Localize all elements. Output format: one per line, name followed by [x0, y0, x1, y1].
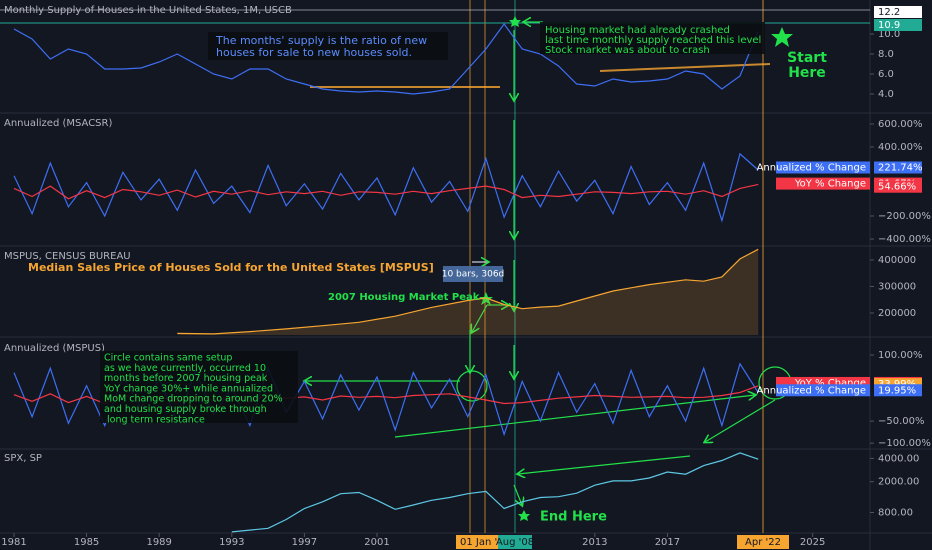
panel-title: Annualized (MSPUS): [4, 343, 105, 354]
price-label-box: [874, 161, 922, 174]
annotation: as we have currently, occurred 10: [104, 363, 266, 374]
panel-title: Monthly Supply of Houses in the United S…: [4, 5, 292, 16]
y-tick-label: 300000: [878, 281, 916, 292]
y-tick-label: −400.00%: [878, 234, 931, 245]
annotation: houses for sale to new houses sold.: [216, 46, 412, 59]
annotation: Circle contains same setup: [104, 353, 232, 364]
y-tick-label: 8.0: [878, 49, 894, 60]
y-tick-label: 400000: [878, 255, 916, 266]
annotation: Stock market was about to crash: [545, 45, 710, 56]
series-line: [13, 183, 759, 200]
date-label: Apr '22: [745, 537, 781, 548]
date-label-box: [498, 535, 532, 549]
y-tick-label: 400.00%: [878, 142, 923, 153]
x-tick-label: 2017: [655, 537, 680, 548]
annotation: long term resistance: [104, 414, 205, 425]
date-label: 01 Jan '07: [460, 537, 510, 548]
y-tick-label: 4000.00: [878, 453, 919, 464]
panel-title: Annualized (MSACSR): [4, 118, 112, 129]
y-tick-label: 2000.00: [878, 477, 919, 488]
legend-entry: YoY % Change: [794, 378, 866, 389]
series-name-box: [776, 384, 870, 397]
price-label: 10.9: [878, 20, 900, 31]
x-tick-label: 2013: [582, 537, 607, 548]
x-tick-label: 1985: [74, 537, 99, 548]
y-tick-label: −50.00%: [878, 416, 925, 427]
series-name-box: [776, 177, 870, 190]
price-label-box: [874, 6, 922, 18]
series-line: [177, 248, 759, 335]
panel-title: MSPUS, CENSUS BUREAU: [4, 251, 131, 262]
date-label-box: [737, 535, 789, 549]
annotation: Housing market had already crashed: [545, 25, 730, 36]
legend-entry: Annualized % Change: [757, 162, 866, 173]
annotation: Start: [787, 50, 827, 66]
y-tick-label: 6.0: [878, 69, 894, 80]
x-tick-label: 1997: [292, 537, 317, 548]
annotation: months before 2007 housing peak: [104, 373, 268, 384]
price-label-box: [874, 19, 922, 31]
annotation: Here: [788, 65, 826, 81]
price-label: 12.2: [878, 7, 900, 18]
area-fill: [177, 249, 759, 335]
x-tick-label: 1993: [219, 537, 244, 548]
panel-subtitle: Median Sales Price of Houses Sold for th…: [28, 261, 434, 274]
legend-entry: Annualized % Change: [757, 385, 866, 396]
series-line: [13, 152, 759, 223]
annotation: YoY change 30%+ while annualized: [103, 383, 273, 394]
x-tick-label: 1981: [1, 537, 26, 548]
annotation: MoM change dropping to around 20%: [104, 394, 283, 405]
series-line: [13, 22, 759, 95]
x-tick-label: 2025: [800, 537, 825, 548]
annotation: The months' supply is the ratio of new: [215, 34, 427, 47]
annotation-box: [540, 22, 765, 54]
annotation-box: [208, 32, 448, 60]
annotation: and housing supply broke through: [104, 404, 267, 415]
y-tick-label: −100.00%: [878, 438, 931, 449]
date-label: Aug '08: [496, 537, 534, 548]
annotation: 2007 Housing Market Peak: [328, 292, 480, 303]
y-tick-label: 100.00%: [878, 350, 923, 361]
y-tick-label: −200.00%: [878, 211, 931, 222]
annotation: last time monthly supply reached this le…: [545, 35, 761, 46]
annotation-box: [443, 266, 503, 282]
panel-title: SPX, SP: [4, 453, 42, 464]
y-tick-label: 10.0: [878, 29, 900, 40]
y-tick-label: 800.00: [878, 507, 913, 518]
y-tick-label: 600.00%: [878, 119, 923, 130]
annotation: End Here: [540, 510, 607, 525]
legend-entry: YoY % Change: [794, 179, 866, 190]
annotation-box: [100, 351, 298, 423]
price-label-box: [874, 384, 922, 397]
x-tick-label: 2001: [364, 537, 389, 548]
series-line: [231, 452, 759, 533]
y-tick-label: 4.0: [878, 89, 894, 100]
x-tick-label: 1989: [146, 537, 171, 548]
annotation: 10 bars, 306d: [442, 270, 505, 280]
price-label: 19.95%: [878, 385, 916, 396]
price-label: 221.74%: [878, 162, 923, 173]
price-label-box: [874, 180, 922, 193]
series-name-box: [776, 161, 870, 174]
y-tick-label: 200000: [878, 308, 916, 319]
price-label: 54.66%: [878, 182, 916, 193]
